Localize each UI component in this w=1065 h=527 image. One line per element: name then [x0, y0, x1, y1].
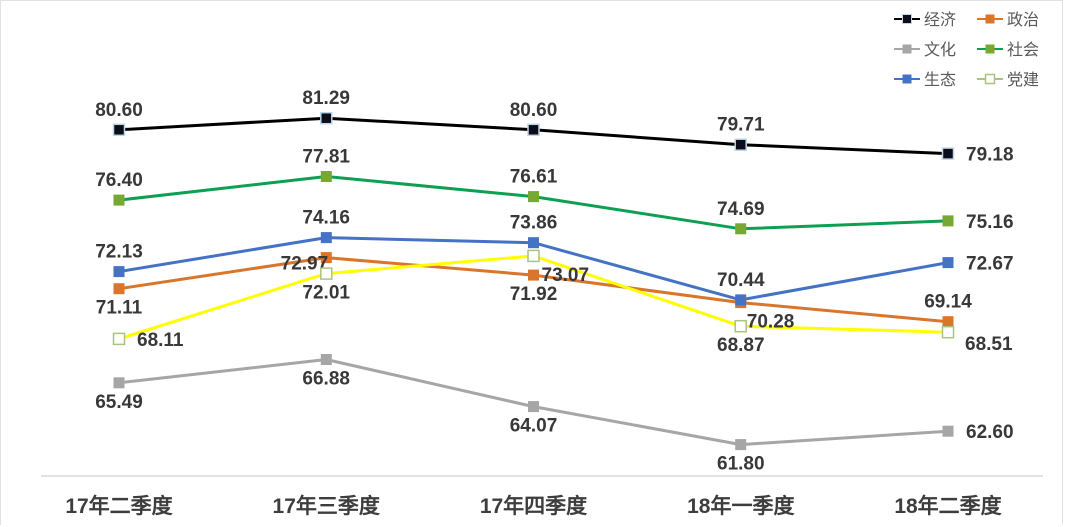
svg-text:73.07: 73.07	[542, 265, 590, 286]
svg-text:62.60: 62.60	[966, 422, 1014, 443]
svg-text:政治: 政治	[1007, 11, 1039, 29]
svg-text:76.40: 76.40	[95, 170, 143, 191]
svg-text:68.87: 68.87	[717, 335, 765, 356]
svg-text:生态: 生态	[924, 71, 956, 89]
svg-text:18年一季度: 18年一季度	[687, 494, 794, 518]
svg-text:74.69: 74.69	[717, 199, 765, 220]
svg-text:68.51: 68.51	[965, 334, 1013, 355]
svg-text:80.60: 80.60	[510, 100, 558, 121]
svg-text:18年二季度: 18年二季度	[894, 494, 1001, 518]
svg-text:77.81: 77.81	[302, 147, 350, 168]
svg-text:61.80: 61.80	[717, 454, 765, 475]
svg-text:75.16: 75.16	[966, 212, 1014, 233]
svg-text:65.49: 65.49	[95, 392, 143, 413]
svg-text:69.14: 69.14	[924, 292, 972, 313]
svg-text:71.11: 71.11	[96, 298, 143, 319]
svg-text:73.86: 73.86	[510, 213, 558, 234]
svg-text:17年三季度: 17年三季度	[273, 494, 380, 518]
svg-text:72.13: 72.13	[95, 242, 143, 263]
svg-text:党建: 党建	[1007, 71, 1039, 89]
svg-text:66.88: 66.88	[302, 369, 350, 390]
svg-text:64.07: 64.07	[510, 416, 558, 437]
svg-text:17年四季度: 17年四季度	[480, 494, 587, 518]
svg-text:79.71: 79.71	[717, 115, 765, 136]
svg-text:68.11: 68.11	[137, 330, 184, 351]
svg-text:79.18: 79.18	[966, 145, 1014, 166]
svg-text:74.16: 74.16	[302, 208, 350, 229]
svg-text:70.28: 70.28	[747, 312, 795, 333]
svg-text:81.29: 81.29	[302, 88, 350, 109]
svg-text:76.61: 76.61	[510, 167, 558, 188]
svg-text:文化: 文化	[924, 41, 956, 59]
svg-text:70.44: 70.44	[717, 270, 765, 291]
svg-text:17年二季度: 17年二季度	[65, 494, 172, 518]
svg-text:72.01: 72.01	[302, 283, 350, 304]
svg-text:71.92: 71.92	[510, 284, 558, 305]
svg-text:80.60: 80.60	[95, 100, 143, 121]
svg-text:72.67: 72.67	[966, 254, 1014, 275]
svg-text:经济: 经济	[924, 11, 956, 29]
svg-text:社会: 社会	[1007, 41, 1039, 59]
